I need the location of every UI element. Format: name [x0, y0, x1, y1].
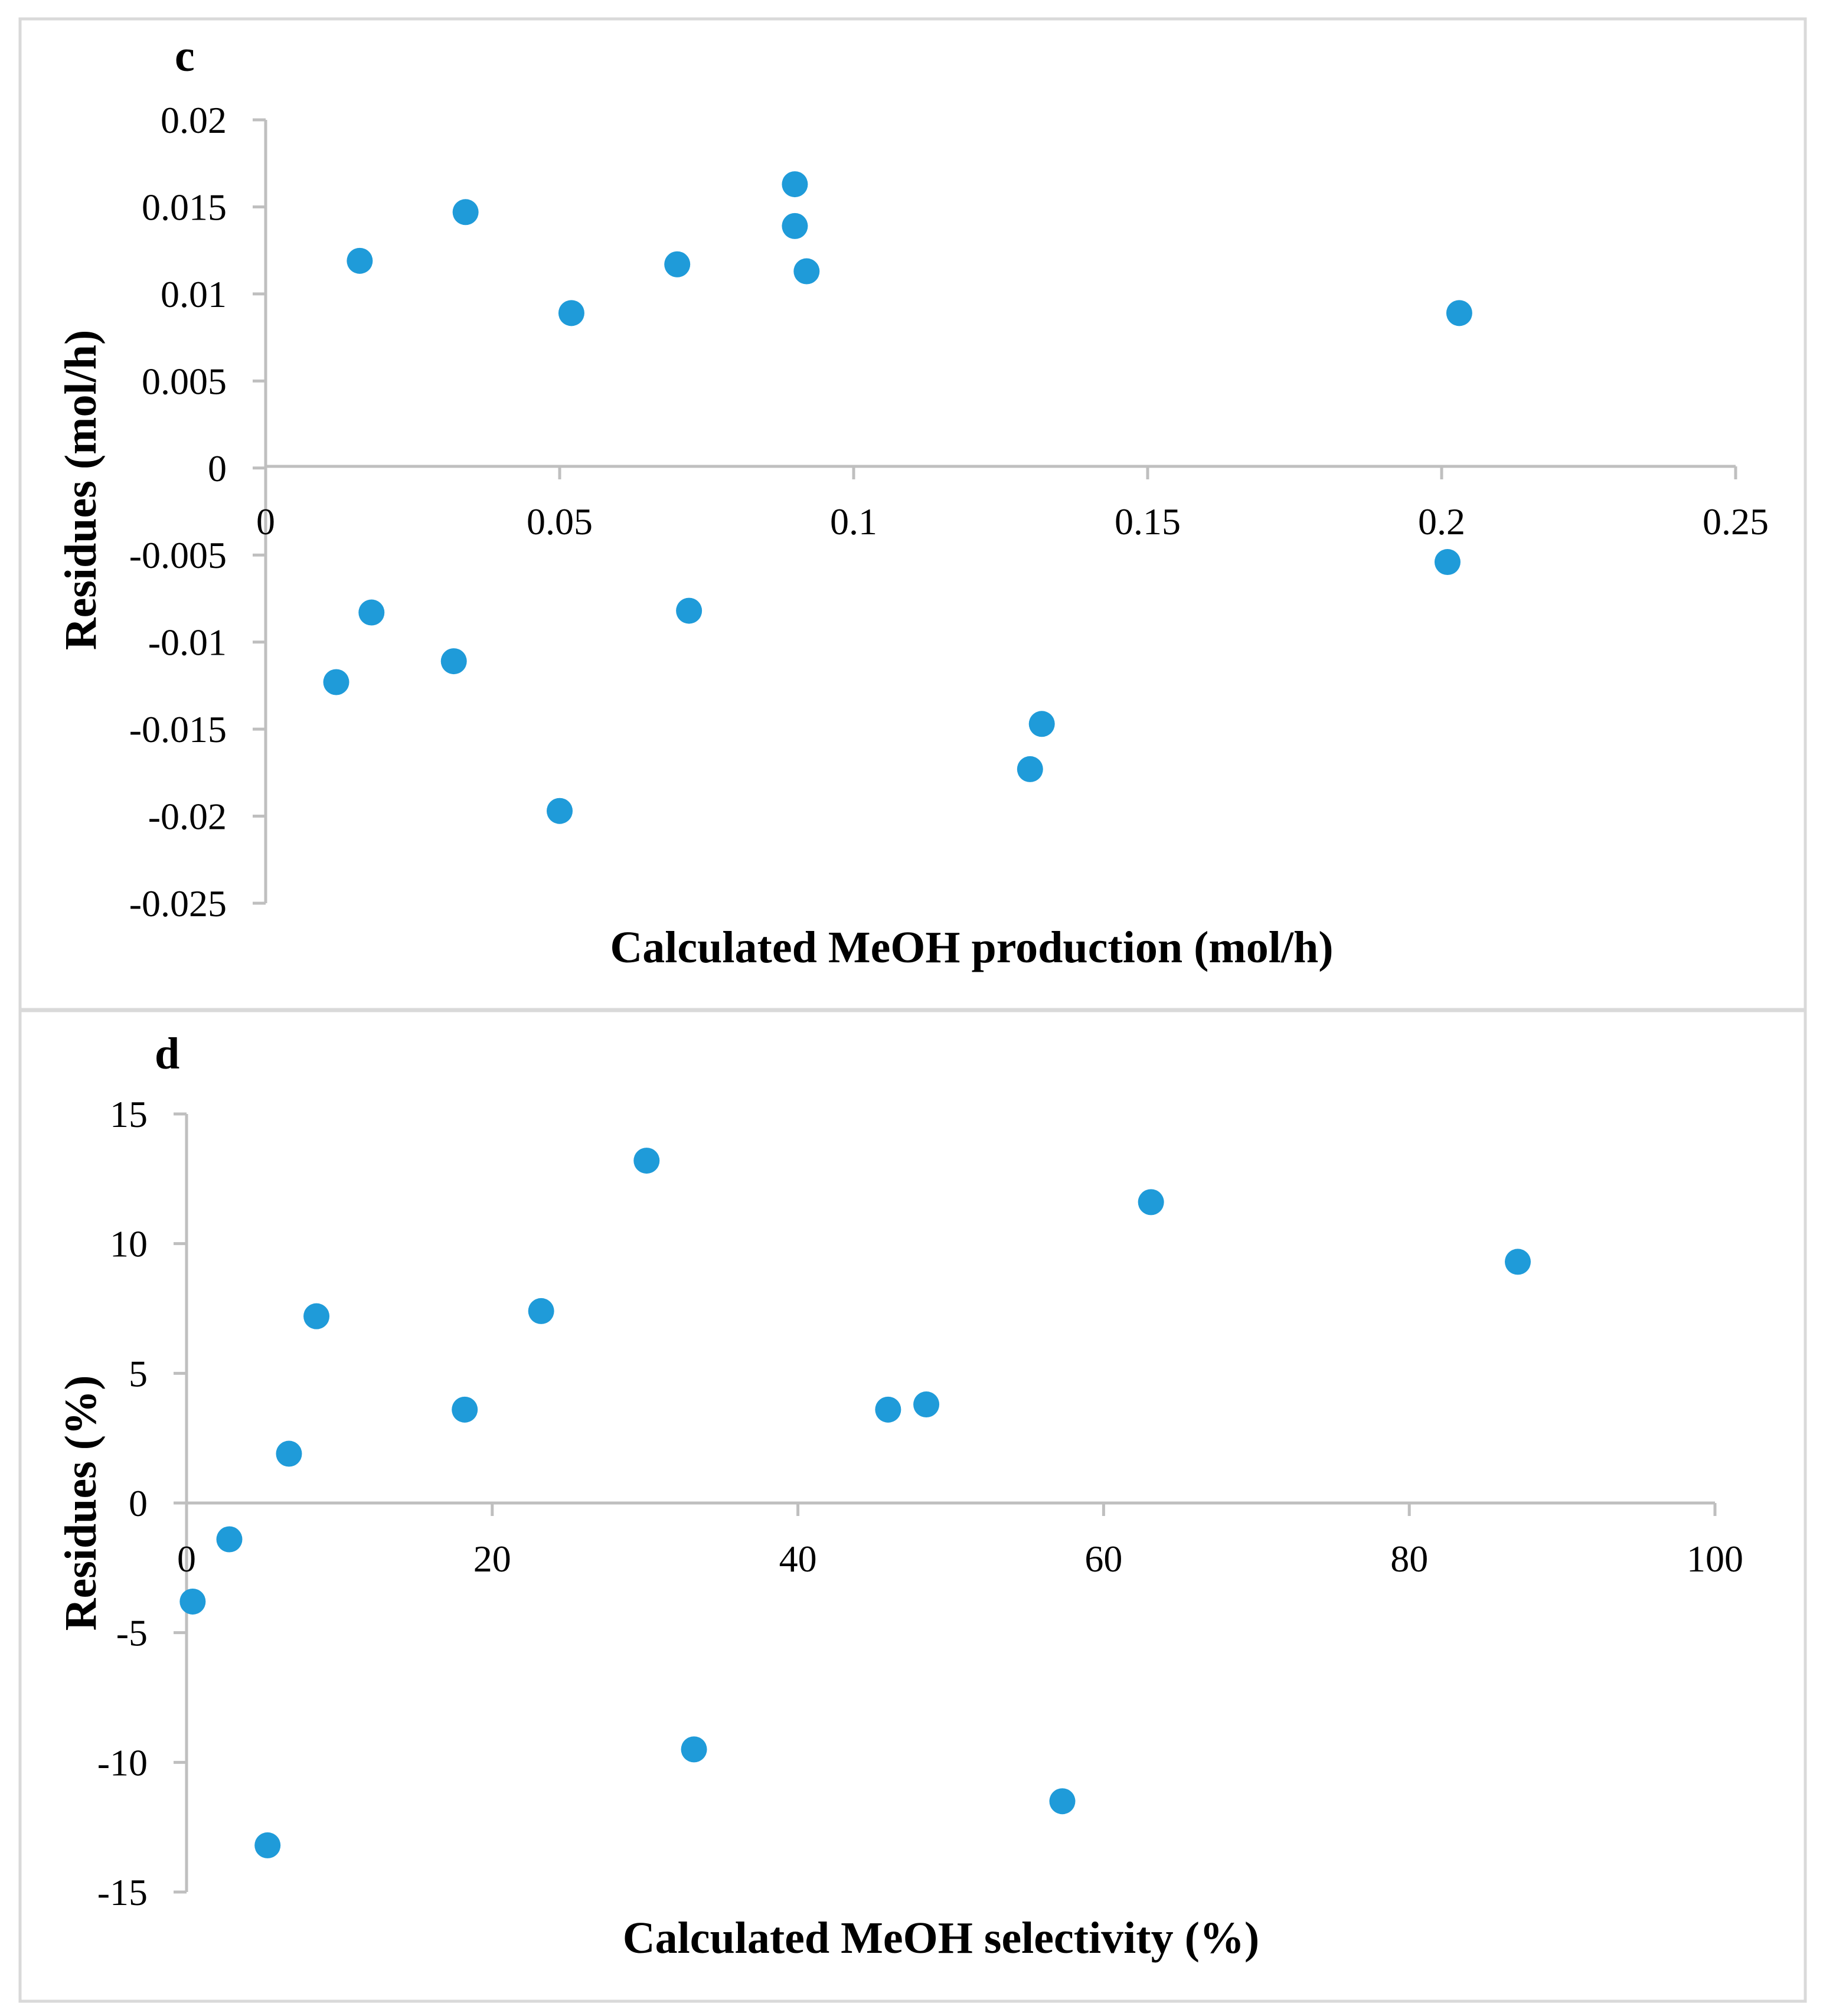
d-data-point	[254, 1832, 281, 1858]
c-y-tick-label: 0.02	[161, 99, 227, 141]
d-data-points	[179, 1148, 1531, 1858]
c-data-point	[676, 597, 703, 624]
d-data-point	[633, 1148, 660, 1174]
c-x-ticks: 0 0.05 0.1 0.15 0.2 0.25	[256, 466, 1769, 543]
c-x-tick-label: 0.05	[527, 501, 593, 543]
c-data-point	[440, 648, 467, 675]
d-data-point	[276, 1440, 302, 1467]
c-data-point	[358, 599, 385, 626]
d-y-tick-label: 10	[110, 1223, 148, 1265]
c-y-tick-label: -0.025	[129, 883, 227, 924]
d-y-tick-label: -5	[116, 1612, 148, 1654]
d-y-tick-label: -10	[97, 1741, 148, 1783]
c-data-points	[323, 171, 1472, 824]
c-y-tick-label: 0	[208, 447, 227, 489]
d-data-point	[913, 1391, 940, 1418]
c-y-tick-label: 0.005	[142, 360, 227, 402]
d-x-tick-label: 40	[779, 1538, 817, 1580]
c-data-point	[558, 300, 584, 326]
chart-d: d 15 10 5 0 -5 -10 -15 0 20 40 60 80 100 Calculated…	[56, 1029, 1743, 1963]
c-data-point	[1028, 711, 1055, 737]
c-x-axis-title: Calculated MeOH production (mol/h)	[610, 923, 1333, 972]
c-x-tick-label: 0.25	[1703, 501, 1769, 543]
d-x-ticks: 0 20 40 60 80 100	[177, 1503, 1743, 1580]
c-y-tick-label: -0.005	[129, 534, 227, 576]
d-data-point	[216, 1526, 243, 1553]
c-y-tick-label: 0.015	[142, 186, 227, 228]
c-x-tick-label: 0	[256, 501, 275, 543]
c-data-point	[452, 199, 479, 226]
d-data-point	[1505, 1249, 1531, 1275]
d-y-tick-label: -15	[97, 1871, 148, 1913]
c-x-tick-label: 0.2	[1418, 501, 1465, 543]
c-data-point	[1434, 549, 1461, 576]
c-data-point	[664, 251, 691, 277]
d-x-tick-label: 20	[473, 1538, 511, 1580]
d-data-point	[452, 1396, 478, 1423]
c-data-point	[793, 258, 820, 285]
d-y-ticks: 15 10 5 0 -5 -10 -15	[97, 1093, 187, 1913]
d-data-point	[681, 1736, 707, 1763]
c-data-point	[782, 213, 808, 239]
d-y-axis-title: Residues (%)	[56, 1375, 106, 1631]
panel-c-border	[18, 17, 1807, 1011]
d-y-tick-label: 0	[129, 1482, 148, 1524]
d-data-point	[528, 1298, 554, 1324]
c-data-point	[547, 798, 573, 824]
c-y-tick-label: -0.02	[148, 796, 227, 838]
c-y-ticks: 0.02 0.015 0.01 0.005 0 -0.005 -0.01 -0.015 -0.0…	[129, 99, 266, 924]
c-data-point	[323, 669, 349, 695]
d-x-tick-label: 60	[1084, 1538, 1122, 1580]
d-y-tick-label: 5	[129, 1352, 148, 1394]
c-x-tick-label: 0.15	[1115, 501, 1181, 543]
c-x-tick-label: 0.1	[830, 501, 877, 543]
c-y-tick-label: 0.01	[161, 273, 227, 315]
panel-d-letter: d	[155, 1029, 179, 1079]
d-data-point	[875, 1396, 901, 1423]
c-data-point	[347, 247, 373, 274]
chart-c: c 0.02 0.015 0.01 0.005 0 -0.005 -0.01 -0.015 -0…	[56, 31, 1769, 972]
d-data-point	[1049, 1788, 1076, 1815]
c-data-point	[1446, 300, 1472, 326]
d-x-tick-label: 80	[1390, 1538, 1428, 1580]
panel-d-border	[18, 1009, 1807, 2003]
d-data-point	[179, 1588, 206, 1615]
d-data-point	[303, 1303, 330, 1329]
d-x-axis-title: Calculated MeOH selectivity (%)	[623, 1913, 1259, 1963]
d-y-tick-label: 15	[110, 1093, 148, 1135]
d-x-tick-label: 100	[1687, 1538, 1743, 1580]
panel-c-letter: c	[175, 31, 195, 81]
c-data-point	[1017, 756, 1043, 782]
c-y-tick-label: -0.015	[129, 708, 227, 750]
c-data-point	[782, 171, 808, 198]
c-y-tick-label: -0.01	[148, 622, 227, 664]
d-data-point	[1138, 1189, 1164, 1216]
d-x-tick-label: 0	[177, 1538, 196, 1580]
c-y-axis-title: Residues (mol/h)	[56, 330, 106, 651]
